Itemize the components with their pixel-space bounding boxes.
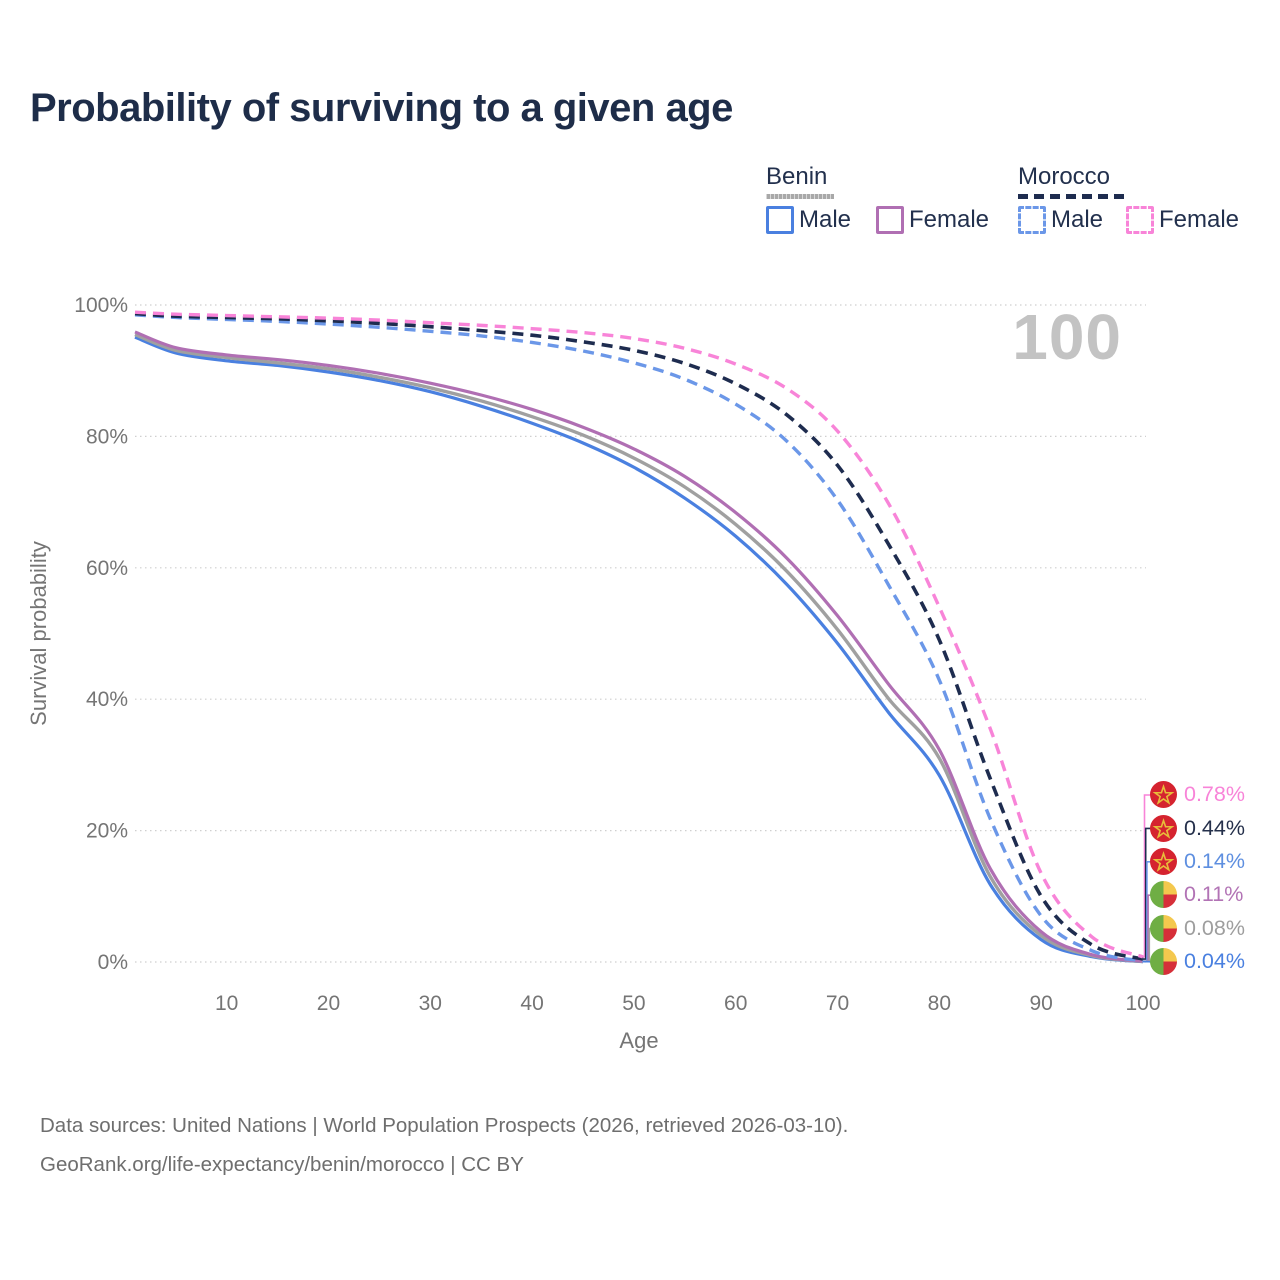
legend-group-benin-header[interactable]: Benin — [766, 163, 828, 190]
morocco-star-icon — [1152, 850, 1175, 872]
end-value-label: 0.04% — [1184, 949, 1245, 974]
footer-data-sources: Data sources: United Nations | World Pop… — [40, 1114, 849, 1137]
y-tick-label: 80% — [86, 425, 128, 448]
legend-swatch-benin-male[interactable] — [766, 206, 794, 234]
morocco-star-icon — [1152, 817, 1175, 839]
legend-swatch-morocco-male[interactable] — [1018, 206, 1046, 234]
end-label-row: 0.78% — [1150, 778, 1245, 811]
end-value-label: 0.11% — [1184, 882, 1244, 907]
y-tick-label: 0% — [98, 951, 128, 974]
x-tick-label: 70 — [826, 992, 849, 1015]
morocco-flag-icon — [1150, 781, 1177, 809]
x-tick-label: 30 — [419, 992, 442, 1015]
morocco-flag-icon — [1150, 847, 1177, 875]
morocco-star-icon — [1152, 784, 1175, 806]
end-label-row: 0.11% — [1150, 878, 1245, 911]
end-value-label: 0.44% — [1184, 815, 1245, 840]
y-axis-title: Survival probability — [26, 541, 51, 726]
x-tick-label: 90 — [1030, 992, 1053, 1015]
x-tick-label: 10 — [215, 992, 238, 1015]
series-line-benin-both-sexes[interactable] — [134, 332, 1144, 964]
footer: Data sources: United Nations | World Pop… — [40, 1106, 848, 1184]
benin-both-sexes-line-swatch — [766, 194, 834, 199]
end-value-label: 0.14% — [1184, 848, 1245, 873]
legend-label-benin-female[interactable]: Female — [909, 206, 990, 233]
legend-label-morocco-female[interactable]: Female — [1159, 206, 1240, 233]
hovered-age-watermark: 100 — [1012, 301, 1122, 373]
end-label-row: 0.14% — [1150, 845, 1245, 878]
x-tick-label: 60 — [724, 992, 747, 1015]
x-tick-label: 20 — [317, 992, 340, 1015]
x-tick-label: 100 — [1125, 992, 1160, 1015]
y-tick-label: 20% — [86, 820, 128, 843]
morocco-both-sexes-line-swatch — [1018, 194, 1124, 199]
x-tick-label: 40 — [520, 992, 543, 1015]
y-tick-label: 40% — [86, 688, 128, 711]
end-label-row: 0.08% — [1150, 912, 1245, 945]
legend-swatch-morocco-female[interactable] — [1126, 206, 1154, 234]
benin-flag-icon — [1150, 914, 1177, 942]
legend-group-morocco-header[interactable]: Morocco — [1018, 163, 1111, 190]
series-line-benin-male[interactable] — [134, 335, 1144, 964]
series-line-morocco-both-sexes[interactable] — [134, 311, 1144, 961]
legend-label-morocco-male[interactable]: Male — [1051, 206, 1104, 233]
legend-label-benin-male[interactable]: Male — [799, 206, 852, 233]
page-title: Probability of surviving to a given age — [30, 86, 733, 130]
series-line-morocco-male[interactable] — [134, 313, 1144, 963]
end-label-row: 0.44% — [1150, 811, 1245, 844]
benin-flag-icon — [1150, 948, 1177, 976]
end-value-label: 0.78% — [1184, 782, 1245, 807]
end-label-row: 0.04% — [1150, 945, 1245, 978]
end-value-label: 0.08% — [1184, 915, 1245, 940]
x-tick-label: 50 — [622, 992, 645, 1015]
benin-flag-icon — [1150, 881, 1177, 909]
x-tick-label: 80 — [928, 992, 951, 1015]
y-tick-label: 100% — [74, 294, 128, 317]
footer-attribution: GeoRank.org/life-expectancy/benin/morocc… — [40, 1153, 524, 1176]
legend-swatch-benin-female[interactable] — [876, 206, 904, 234]
y-tick-label: 60% — [86, 557, 128, 580]
x-axis-title: Age — [619, 1028, 658, 1053]
series-line-morocco-female[interactable] — [134, 310, 1144, 959]
end-value-labels: 0.78% 0.44% 0.14% 0.11% 0.08% 0.04% — [1150, 778, 1245, 978]
series-line-benin-female[interactable] — [134, 330, 1144, 963]
morocco-flag-icon — [1150, 814, 1177, 842]
survival-probability-chart[interactable]: 0% 20% 40% 60% 80% 100% 10 20 30 40 50 60 70 80 90 100 A… — [0, 0, 1280, 1080]
